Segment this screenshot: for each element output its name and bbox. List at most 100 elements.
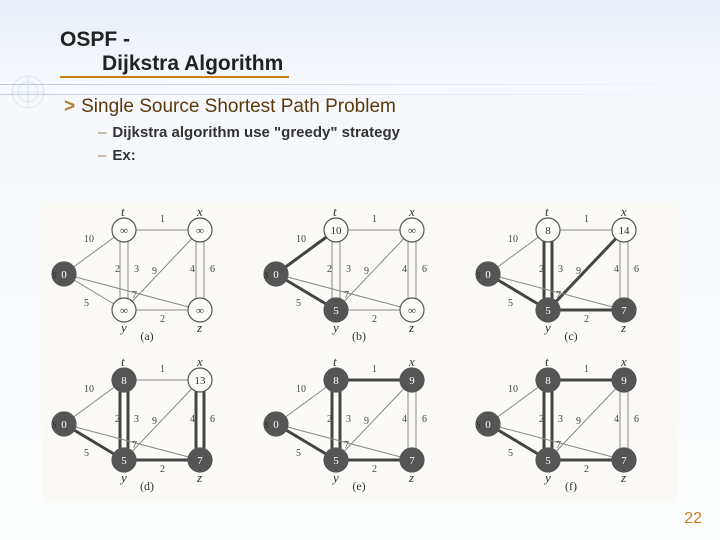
svg-text:y: y bbox=[331, 320, 339, 335]
svg-text:3: 3 bbox=[346, 414, 351, 425]
graph-panel-f: 105123924670s8t9x5y7z(f) bbox=[466, 352, 676, 502]
svg-text:∞: ∞ bbox=[120, 225, 128, 237]
svg-text:3: 3 bbox=[558, 264, 563, 275]
svg-text:8: 8 bbox=[545, 225, 551, 237]
svg-text:y: y bbox=[119, 470, 127, 485]
svg-text:7: 7 bbox=[344, 290, 349, 301]
svg-text:s: s bbox=[52, 416, 57, 431]
svg-text:1: 1 bbox=[160, 364, 165, 375]
svg-text:2: 2 bbox=[327, 414, 332, 425]
svg-text:5: 5 bbox=[545, 455, 551, 467]
svg-text:3: 3 bbox=[134, 264, 139, 275]
svg-text:x: x bbox=[408, 204, 415, 219]
logo-icon bbox=[8, 72, 48, 112]
svg-text:8: 8 bbox=[121, 375, 127, 387]
decor-line-1 bbox=[0, 84, 720, 85]
svg-text:2: 2 bbox=[539, 414, 544, 425]
graph-panels: 105123924670s∞t∞x∞y∞z(a)105123924670s10t… bbox=[42, 202, 678, 502]
svg-text:2: 2 bbox=[115, 264, 120, 275]
svg-text:7: 7 bbox=[409, 455, 415, 467]
svg-text:z: z bbox=[408, 320, 414, 335]
svg-text:9: 9 bbox=[576, 416, 581, 427]
svg-text:6: 6 bbox=[422, 264, 427, 275]
svg-text:2: 2 bbox=[160, 464, 165, 475]
svg-text:5: 5 bbox=[333, 455, 339, 467]
svg-text:8: 8 bbox=[545, 375, 551, 387]
svg-text:2: 2 bbox=[584, 464, 589, 475]
svg-text:7: 7 bbox=[556, 440, 561, 451]
svg-text:13: 13 bbox=[195, 375, 207, 387]
svg-text:5: 5 bbox=[84, 448, 89, 459]
svg-text:y: y bbox=[331, 470, 339, 485]
svg-text:∞: ∞ bbox=[120, 305, 128, 317]
svg-text:(e): (e) bbox=[352, 479, 365, 493]
svg-text:8: 8 bbox=[333, 375, 339, 387]
dash-icon: – bbox=[98, 124, 106, 141]
svg-text:5: 5 bbox=[296, 448, 301, 459]
svg-text:t: t bbox=[545, 204, 549, 219]
svg-text:t: t bbox=[121, 204, 125, 219]
svg-text:5: 5 bbox=[296, 298, 301, 309]
title-line2: Dijkstra Algorithm bbox=[60, 52, 289, 78]
svg-text:1: 1 bbox=[160, 214, 165, 225]
bullet-main: >Single Source Shortest Path Problem bbox=[64, 96, 720, 118]
svg-text:9: 9 bbox=[152, 416, 157, 427]
svg-text:0: 0 bbox=[61, 419, 67, 431]
svg-text:7: 7 bbox=[132, 440, 137, 451]
svg-text:y: y bbox=[119, 320, 127, 335]
svg-text:9: 9 bbox=[621, 375, 627, 387]
svg-text:7: 7 bbox=[556, 290, 561, 301]
svg-text:10: 10 bbox=[296, 234, 306, 245]
svg-text:z: z bbox=[620, 470, 626, 485]
decor-line-2 bbox=[0, 94, 720, 95]
bullet-sub1: –Dijkstra algorithm use "greedy" strateg… bbox=[64, 124, 720, 141]
dash-icon: – bbox=[98, 147, 106, 164]
svg-text:x: x bbox=[196, 204, 203, 219]
svg-text:z: z bbox=[408, 470, 414, 485]
svg-text:4: 4 bbox=[614, 264, 619, 275]
bullet-sub1-text: Dijkstra algorithm use "greedy" strategy bbox=[112, 124, 400, 141]
bullet-sub2-text: Ex: bbox=[112, 147, 135, 164]
graph-panel-c: 105123924670s8t14x5y7z(c) bbox=[466, 202, 676, 352]
svg-text:10: 10 bbox=[296, 384, 306, 395]
svg-text:9: 9 bbox=[364, 416, 369, 427]
content-block: >Single Source Shortest Path Problem –Di… bbox=[0, 78, 720, 164]
svg-text:6: 6 bbox=[210, 264, 215, 275]
svg-text:3: 3 bbox=[558, 414, 563, 425]
svg-text:6: 6 bbox=[422, 414, 427, 425]
svg-text:0: 0 bbox=[485, 269, 491, 281]
svg-text:2: 2 bbox=[584, 314, 589, 325]
svg-text:2: 2 bbox=[115, 414, 120, 425]
svg-text:t: t bbox=[121, 354, 125, 369]
svg-text:9: 9 bbox=[364, 266, 369, 277]
svg-text:x: x bbox=[620, 204, 627, 219]
svg-text:0: 0 bbox=[273, 419, 279, 431]
svg-text:2: 2 bbox=[539, 264, 544, 275]
svg-text:9: 9 bbox=[152, 266, 157, 277]
graph-panel-d: 105123924670s8t13x5y7z(d) bbox=[42, 352, 252, 502]
svg-text:s: s bbox=[476, 266, 481, 281]
svg-text:3: 3 bbox=[346, 264, 351, 275]
svg-text:z: z bbox=[620, 320, 626, 335]
svg-text:3: 3 bbox=[134, 414, 139, 425]
svg-text:t: t bbox=[545, 354, 549, 369]
svg-text:1: 1 bbox=[372, 214, 377, 225]
svg-text:7: 7 bbox=[197, 455, 203, 467]
svg-text:s: s bbox=[264, 266, 269, 281]
svg-text:1: 1 bbox=[372, 364, 377, 375]
svg-text:t: t bbox=[333, 204, 337, 219]
svg-text:5: 5 bbox=[545, 305, 551, 317]
svg-text:5: 5 bbox=[121, 455, 127, 467]
svg-text:1: 1 bbox=[584, 364, 589, 375]
svg-text:0: 0 bbox=[273, 269, 279, 281]
svg-text:14: 14 bbox=[619, 225, 631, 237]
svg-text:4: 4 bbox=[402, 414, 407, 425]
svg-text:7: 7 bbox=[621, 455, 627, 467]
svg-text:0: 0 bbox=[485, 419, 491, 431]
svg-text:10: 10 bbox=[508, 234, 518, 245]
svg-text:t: t bbox=[333, 354, 337, 369]
svg-text:z: z bbox=[196, 320, 202, 335]
svg-text:(f): (f) bbox=[565, 479, 577, 493]
svg-text:s: s bbox=[264, 416, 269, 431]
svg-text:7: 7 bbox=[621, 305, 627, 317]
